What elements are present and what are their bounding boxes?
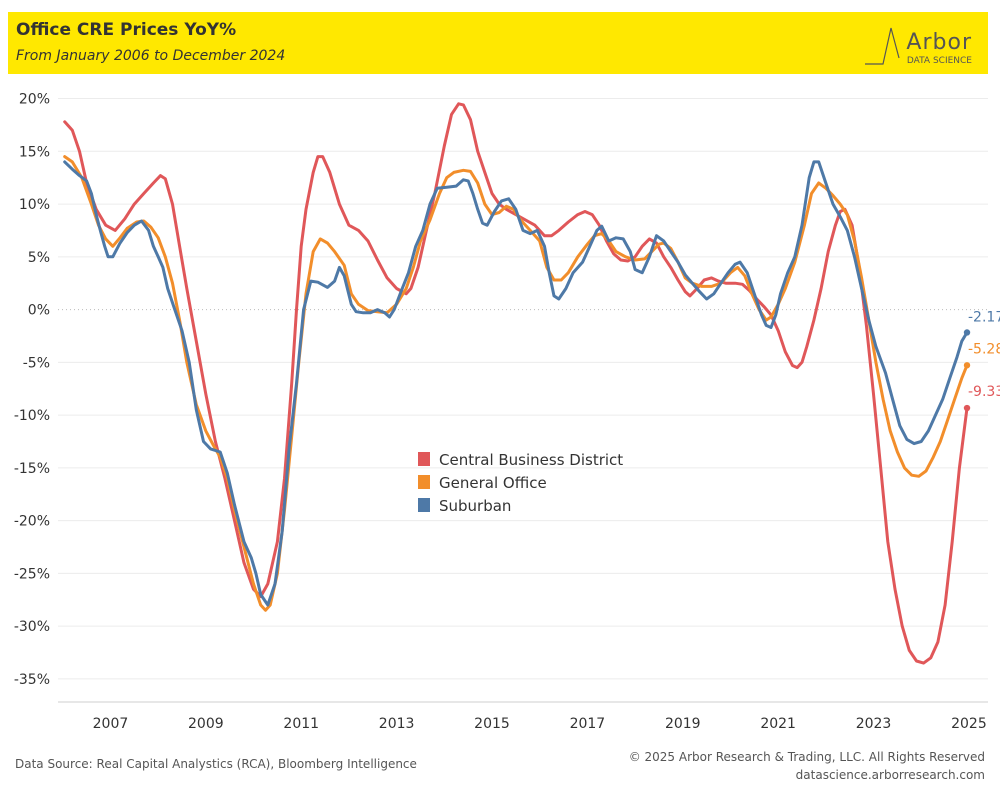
x-tick-label: 2015	[474, 716, 510, 732]
x-tick-label: 2007	[93, 716, 129, 732]
grid-lines	[58, 98, 988, 680]
x-tick-label: 2013	[379, 716, 415, 732]
x-tick-label: 2011	[283, 716, 319, 732]
end-point	[963, 329, 971, 336]
logo-name: Arbor	[906, 30, 972, 55]
x-axis: 2007 2009 2011 2013 2015 2017 2019 2021 2023 2025	[58, 701, 988, 732]
legend-label: Central Business District	[439, 451, 623, 469]
end-label: -2.17	[968, 309, 1000, 325]
end-point	[963, 404, 971, 412]
end-point	[963, 362, 971, 369]
series-line	[63, 102, 969, 665]
chart-subtitle: From January 2006 to December 2024	[16, 48, 286, 64]
y-axis: 20% 15% 10% 5% 0% -5% -10% -15% -20% -25% -30% -35%	[14, 92, 50, 688]
y-tick-label: 10%	[19, 197, 50, 213]
y-tick-label: 15%	[19, 144, 50, 160]
y-tick-label: -5%	[23, 355, 50, 371]
y-tick-label: -20%	[14, 514, 50, 530]
y-tick-label: 0%	[28, 303, 50, 319]
logo-icon	[865, 27, 900, 65]
series-line	[63, 155, 969, 612]
copyright: © 2025 Arbor Research & Trading, LLC. Al…	[628, 750, 985, 764]
end-label: -9.33	[968, 384, 1000, 400]
y-tick-label: -30%	[14, 619, 50, 635]
legend-label: General Office	[439, 474, 547, 492]
x-tick-label: 2025	[951, 716, 987, 732]
y-tick-label: 5%	[28, 250, 50, 266]
logo-tag: DATA SCIENCE	[906, 56, 972, 66]
data-source: Data Source: Real Capital Analystics (RC…	[15, 757, 417, 771]
x-tick-label: 2009	[188, 716, 224, 732]
series-line	[63, 160, 969, 607]
x-tick-label: 2021	[760, 716, 796, 732]
legend-label: Suburban	[439, 497, 511, 515]
legend-swatch	[418, 498, 430, 512]
x-tick-label: 2017	[570, 716, 606, 732]
series-endpoints: -9.33 -5.28 -2.17	[963, 309, 1000, 412]
legend: Central Business District General Office S…	[418, 451, 623, 515]
header-banner: Office CRE Prices YoY% From January 2006…	[8, 12, 988, 74]
x-tick-label: 2019	[665, 716, 701, 732]
y-tick-label: -15%	[14, 461, 50, 477]
arbor-logo: Arbor DATA SCIENCE	[861, 18, 976, 66]
x-tick-label: 2023	[856, 716, 892, 732]
legend-swatch	[418, 452, 430, 466]
chart-title: Office CRE Prices YoY%	[16, 20, 237, 40]
y-tick-label: -10%	[14, 408, 50, 424]
y-tick-label: -25%	[14, 566, 50, 582]
y-tick-label: -35%	[14, 672, 50, 688]
series-lines	[63, 102, 969, 665]
y-tick-label: 20%	[19, 92, 50, 108]
legend-swatch	[418, 475, 430, 489]
end-label: -5.28	[968, 341, 1000, 357]
footer-right: © 2025 Arbor Research & Trading, LLC. Al…	[629, 748, 985, 784]
website: datascience.arborresearch.com	[795, 768, 985, 782]
